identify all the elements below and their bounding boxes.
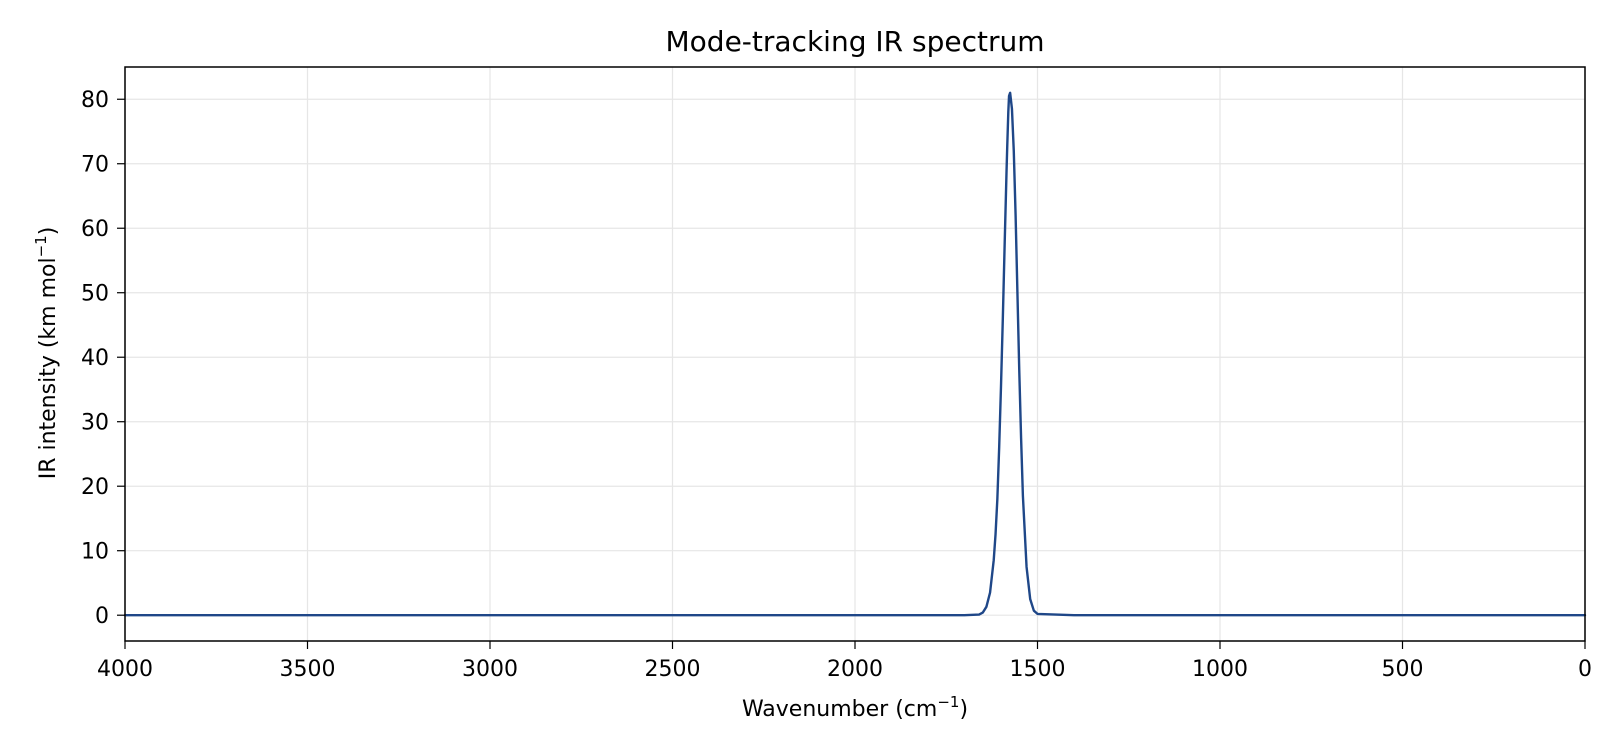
y-tick-label: 80	[81, 88, 109, 113]
y-axis-label-superscript: −1	[32, 235, 50, 257]
x-tick-label: 1000	[1192, 657, 1248, 682]
y-tick-label: 30	[81, 411, 109, 436]
x-axis-label-superscript: −1	[937, 693, 959, 711]
x-tick-label: 2500	[645, 657, 701, 682]
spectrum-line	[123, 91, 1587, 617]
x-axis-label-suffix: )	[959, 697, 968, 722]
y-tick-label: 70	[81, 153, 109, 178]
y-tick-label: 10	[81, 540, 109, 565]
y-tick-label: 0	[95, 604, 109, 629]
x-tick-label: 500	[1382, 657, 1424, 682]
x-tick-label: 3500	[280, 657, 336, 682]
x-axis-label: Wavenumber (cm−1)	[742, 693, 968, 722]
y-tick-label: 20	[81, 475, 109, 500]
y-axis-ticks: 0 10 20 30 40 50 60 70 80	[81, 88, 125, 629]
x-tick-label: 0	[1578, 657, 1592, 682]
x-tick-label: 1500	[1010, 657, 1066, 682]
x-tick-label: 4000	[97, 657, 153, 682]
series-layer	[123, 91, 1587, 617]
x-axis-ticks: 4000 3500 3000 2500 2000 1500 1000 500 0	[97, 641, 1592, 682]
y-tick-label: 50	[81, 282, 109, 307]
x-axis-label-main: Wavenumber (cm	[742, 697, 937, 722]
y-tick-label: 60	[81, 217, 109, 242]
y-tick-label: 40	[81, 346, 109, 371]
grid-lines	[124, 67, 1586, 641]
x-tick-label: 2000	[827, 657, 883, 682]
y-axis-label-suffix: )	[36, 227, 61, 236]
y-axis-label: IR intensity (km mol−1)	[32, 227, 61, 480]
x-tick-label: 3000	[462, 657, 518, 682]
y-axis-label-main: IR intensity (km mol	[36, 257, 61, 479]
chart-title: Mode-tracking IR spectrum	[666, 25, 1045, 58]
